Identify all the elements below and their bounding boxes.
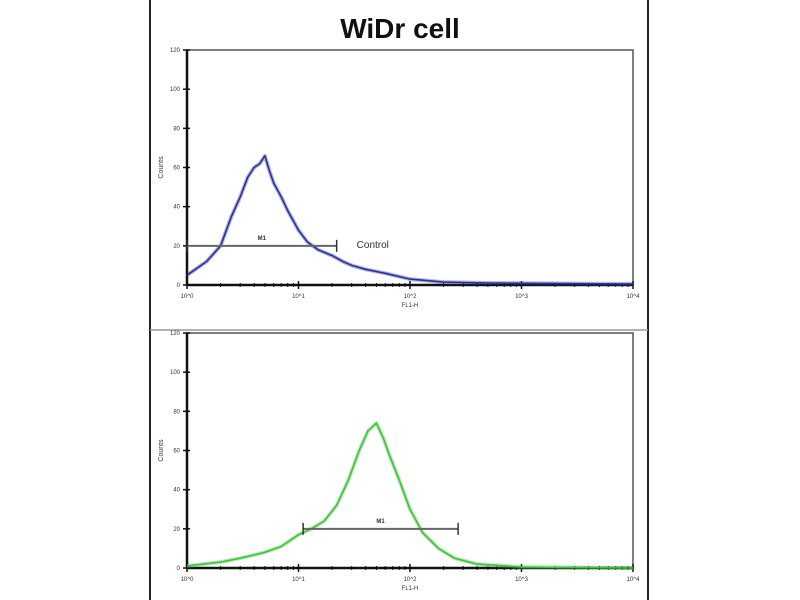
y-tick-label: 100 bbox=[170, 370, 181, 376]
x-tick-label: 10^3 bbox=[515, 294, 528, 300]
y-tick-label: 40 bbox=[173, 488, 180, 494]
gate-m1-label: M1 bbox=[258, 236, 267, 242]
y-tick-label: 120 bbox=[170, 48, 181, 54]
y-tick-label: 100 bbox=[170, 87, 181, 93]
y-tick-label: 60 bbox=[173, 166, 180, 172]
x-tick-label: 10^0 bbox=[181, 577, 194, 583]
histogram-sample: 0 20 40 60 80 100 120 10^0 10^1 10^2 10^3 10^4 FL1-H… bbox=[158, 331, 640, 592]
x-tick-label: 10^2 bbox=[404, 294, 417, 300]
histogram-series bbox=[186, 422, 634, 569]
y-axis-label: Counts bbox=[158, 439, 165, 462]
x-tick-label: 10^4 bbox=[627, 577, 640, 583]
y-tick-label: 0 bbox=[177, 283, 181, 289]
histogram-series bbox=[186, 155, 634, 285]
x-axis-label: FL1-H bbox=[402, 586, 419, 592]
x-tick-label: 10^4 bbox=[627, 294, 640, 300]
control-annotation: Control bbox=[357, 240, 389, 251]
x-tick-label: 10^1 bbox=[292, 294, 305, 300]
x-tick-label: 10^1 bbox=[292, 577, 305, 583]
histogram-series-glow bbox=[186, 421, 634, 570]
y-tick-label: 20 bbox=[173, 527, 180, 533]
figure-title: WiDr cell bbox=[340, 13, 460, 44]
x-tick-label: 10^3 bbox=[515, 577, 528, 583]
y-tick-label: 40 bbox=[173, 205, 180, 211]
histogram-control: 0 20 40 60 80 100 120 10^0 10^1 10^2 10^3 10^4 FL1-H… bbox=[158, 48, 640, 309]
x-axis-label: FL1-H bbox=[402, 303, 419, 309]
plot-frame bbox=[186, 332, 634, 569]
y-tick-label: 0 bbox=[177, 566, 181, 572]
gate-m1-label: M1 bbox=[376, 519, 385, 525]
y-axis-label: Counts bbox=[158, 156, 165, 179]
histogram-series-glow bbox=[185, 153, 634, 286]
y-tick-label: 60 bbox=[173, 449, 180, 455]
y-tick-label: 120 bbox=[170, 331, 181, 337]
x-tick-label: 10^2 bbox=[404, 577, 417, 583]
y-tick-label: 80 bbox=[173, 126, 180, 132]
x-tick-label: 10^0 bbox=[181, 294, 194, 300]
y-tick-label: 20 bbox=[173, 244, 180, 250]
y-tick-label: 80 bbox=[173, 409, 180, 415]
